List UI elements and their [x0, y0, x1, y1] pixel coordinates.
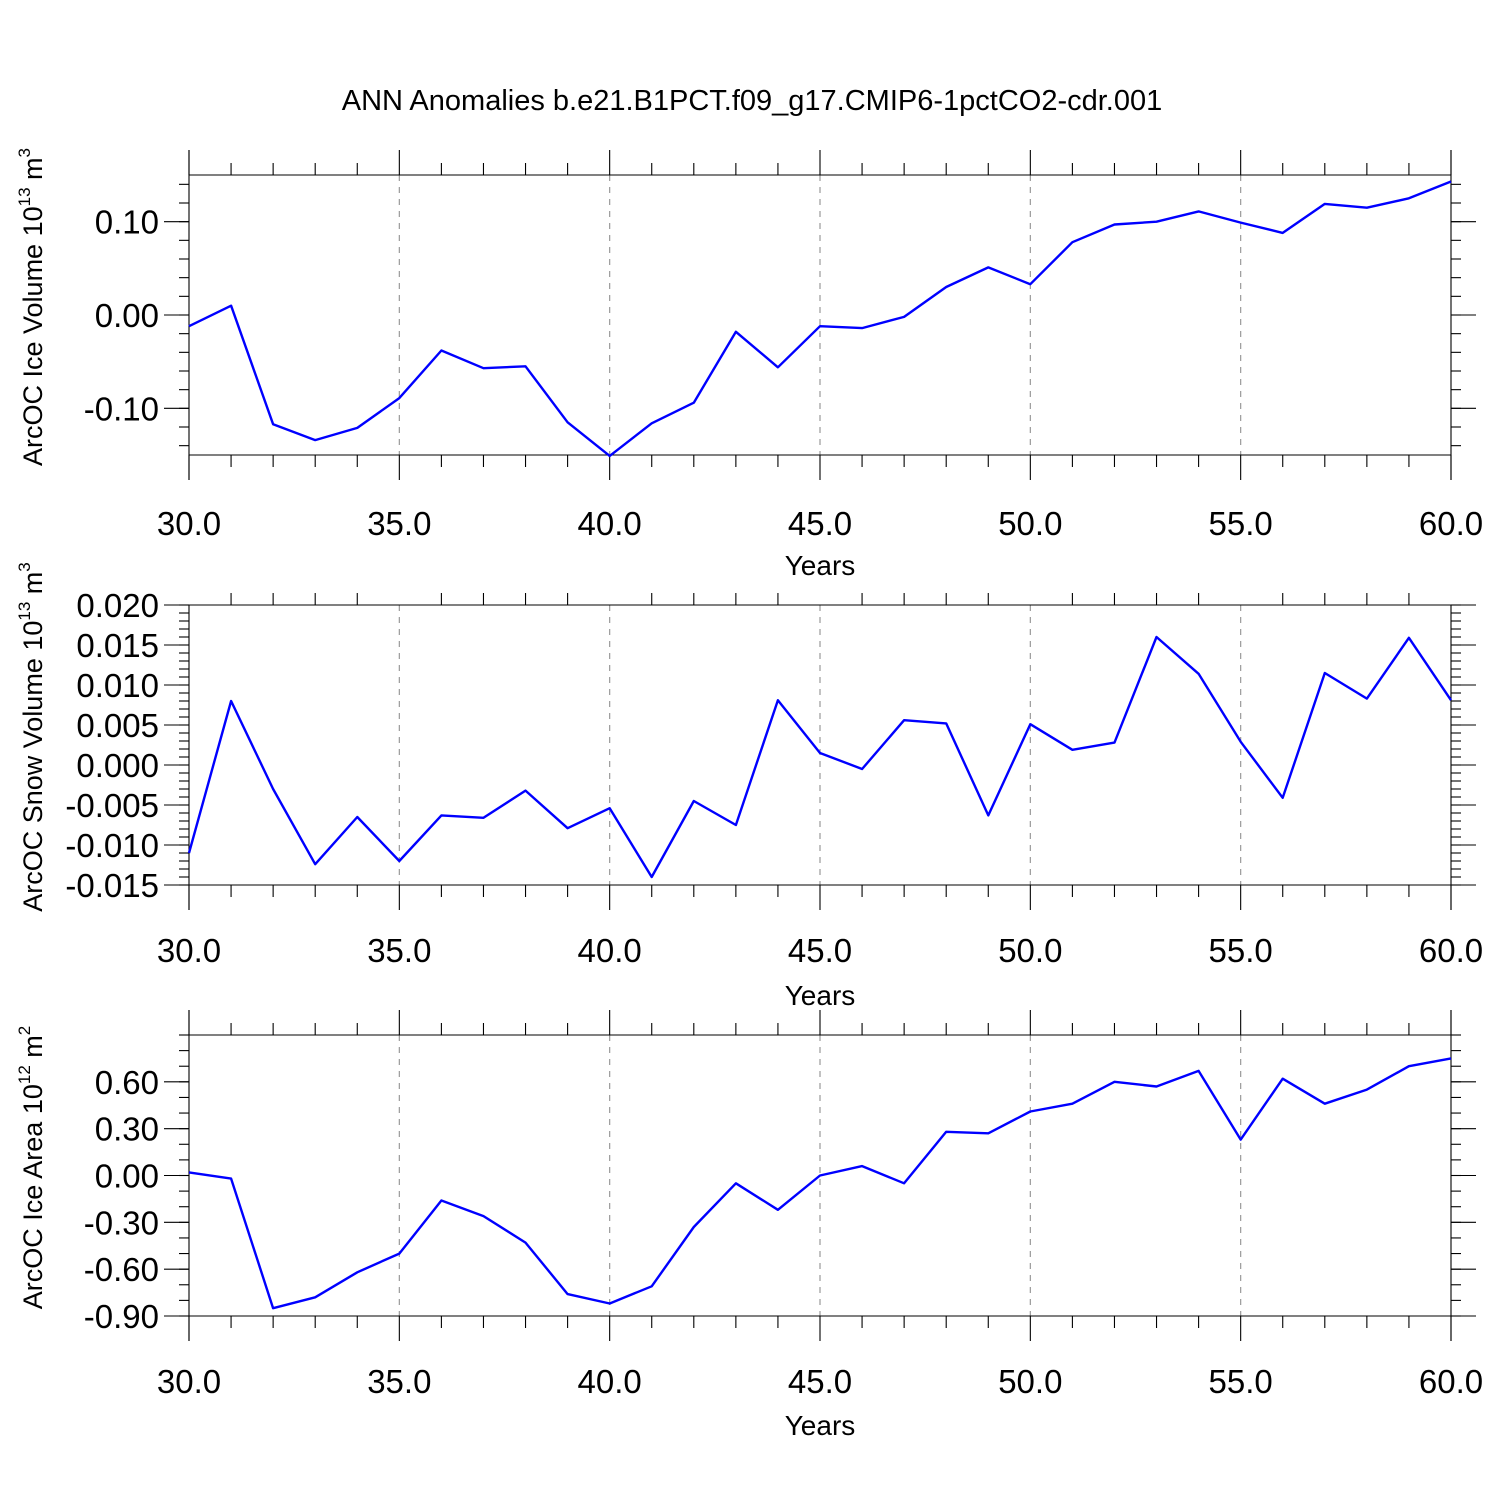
x-tick-label: 50.0: [998, 505, 1062, 542]
y-tick-label: 0.015: [76, 627, 159, 664]
y-tick-label: 0.30: [95, 1111, 159, 1148]
x-tick-label: 30.0: [157, 1363, 221, 1400]
x-tick-label: 55.0: [1209, 1363, 1273, 1400]
panel-2: -0.015-0.010-0.0050.0000.0050.0100.0150.…: [15, 562, 1483, 1011]
y-tick-label: 0.00: [95, 1158, 159, 1195]
x-tick-label: 35.0: [367, 1363, 431, 1400]
y-axis-label: ArcOC Ice Volume 1013 m3: [15, 148, 48, 466]
y-axis-label: ArcOC Ice Area 1012 m2: [15, 1026, 48, 1310]
x-axis-label: Years: [785, 980, 856, 1011]
x-tick-label: 35.0: [367, 932, 431, 969]
y-axis-label: ArcOC Snow Volume 1013 m3: [15, 562, 48, 912]
x-tick-label: 45.0: [788, 1363, 852, 1400]
x-tick-label: 55.0: [1209, 505, 1273, 542]
series-line: [187, 635, 1452, 879]
x-tick-label: 35.0: [367, 505, 431, 542]
x-tick-label: 55.0: [1209, 932, 1273, 969]
series-line: [188, 180, 1452, 458]
y-tick-label: 0.010: [76, 667, 159, 704]
y-tick-label: 0.000: [76, 747, 159, 784]
panel-3: -0.90 -0.60 -0.30 0.00 0.30 0.60 30.0 35.0 40.0 4…: [15, 1010, 1483, 1441]
x-axis-label: Years: [785, 1410, 856, 1441]
x-axis-label: Years: [785, 550, 856, 581]
y-tick-label: 0.10: [95, 204, 159, 241]
y-tick-label: -0.005: [65, 787, 159, 824]
x-tick-label: 40.0: [578, 1363, 642, 1400]
x-tick-label: 40.0: [578, 505, 642, 542]
series-line: [188, 1057, 1452, 1310]
x-tick-label: 50.0: [998, 932, 1062, 969]
y-tick-label: -0.60: [84, 1251, 159, 1288]
y-tick-label: 0.60: [95, 1064, 159, 1101]
x-tick-label: 60.0: [1419, 505, 1483, 542]
x-tick-label: 40.0: [578, 932, 642, 969]
x-tick-label: 60.0: [1419, 932, 1483, 969]
panel-1: -0.10 0.00 0.10 30.0 35.0 40.0 45.0 50.0 55.0 60.…: [15, 148, 1483, 581]
figure-title: ANN Anomalies b.e21.B1PCT.f09_g17.CMIP6-…: [342, 85, 1162, 117]
panels: -0.10 0.00 0.10 30.0 35.0 40.0 45.0 50.0 55.0 60.…: [15, 148, 1483, 1441]
y-tick-label: 0.005: [76, 707, 159, 744]
y-tick-label: -0.10: [84, 390, 159, 427]
x-tick-label: 45.0: [788, 932, 852, 969]
y-tick-label: -0.90: [84, 1298, 159, 1335]
x-tick-label: 60.0: [1419, 1363, 1483, 1400]
y-tick-label: 0.00: [95, 297, 159, 334]
x-tick-label: 30.0: [157, 505, 221, 542]
x-tick-label: 30.0: [157, 932, 221, 969]
y-tick-label: -0.30: [84, 1204, 159, 1241]
y-tick-label: 0.020: [76, 587, 159, 624]
y-tick-label: -0.010: [65, 827, 159, 864]
x-tick-label: 45.0: [788, 505, 852, 542]
y-tick-label: -0.015: [65, 867, 159, 904]
x-tick-label: 50.0: [998, 1363, 1062, 1400]
